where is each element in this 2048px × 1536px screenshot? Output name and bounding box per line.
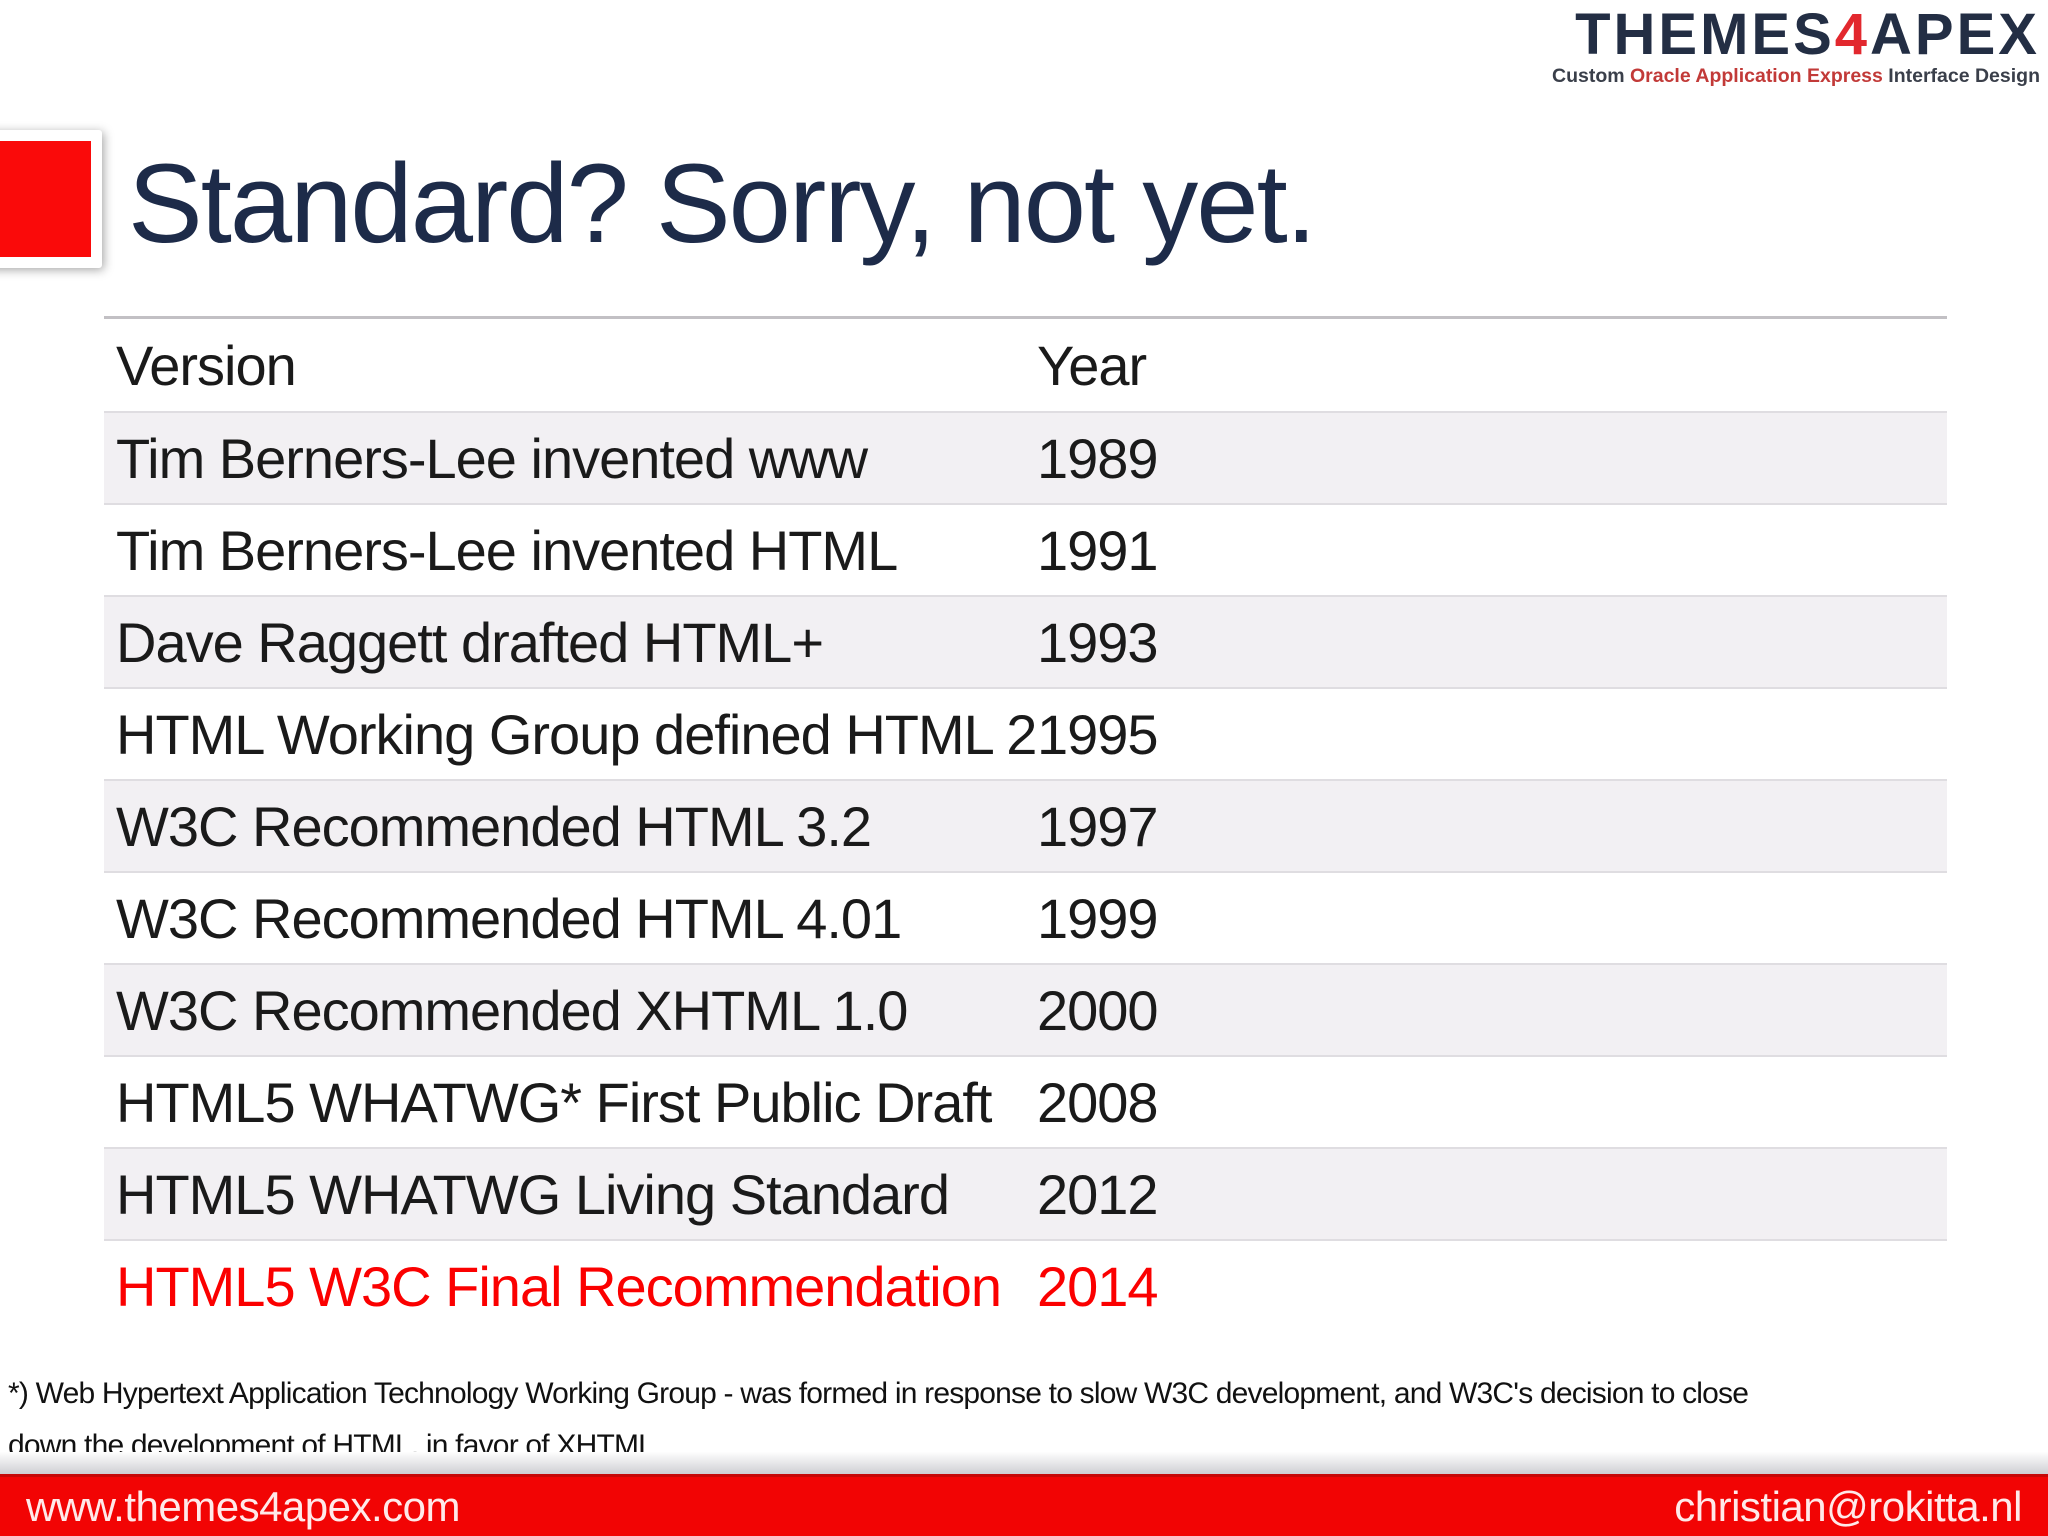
version-cell: HTML5 WHATWG* First Public Draft bbox=[116, 1070, 992, 1134]
page-title: Standard? Sorry, not yet. bbox=[128, 141, 1317, 266]
version-cell: HTML5 WHATWG Living Standard bbox=[116, 1162, 950, 1226]
version-cell: W3C Recommended HTML 4.01 bbox=[116, 886, 902, 950]
red-square-decoration bbox=[0, 130, 102, 268]
footer-email: christian@rokitta.nl bbox=[1674, 1482, 2022, 1530]
themes4apex-logo: THEMES4APEX Custom Oracle Application Ex… bbox=[1552, 6, 2040, 87]
footer-bevel-strip bbox=[0, 1452, 2048, 1474]
version-cell: Dave Raggett drafted HTML+ bbox=[116, 610, 824, 674]
logo-themes: THEMES bbox=[1575, 2, 1835, 67]
version-cell: W3C Recommended HTML 3.2 bbox=[116, 794, 872, 858]
whatwg-footnote: *) Web Hypertext Application Technology … bbox=[8, 1368, 1749, 1472]
table-row: Dave Raggett drafted HTML+ 1993 bbox=[104, 595, 1947, 687]
table-row: Tim Berners-Lee invented HTML 1991 bbox=[104, 503, 1947, 595]
footer-website: www.themes4apex.com bbox=[26, 1482, 461, 1530]
year-cell: 1995 bbox=[1037, 702, 1159, 766]
year-cell: 1991 bbox=[1037, 518, 1159, 582]
column-header-year: Year bbox=[1037, 333, 1147, 397]
year-cell: 1993 bbox=[1037, 610, 1159, 674]
logo-wordmark: THEMES4APEX bbox=[1552, 6, 2040, 64]
year-cell: 2014 bbox=[1037, 1254, 1159, 1318]
table-row: HTML5 WHATWG Living Standard 2012 bbox=[104, 1147, 1947, 1239]
logo-tagline: Custom Oracle Application Express Interf… bbox=[1551, 65, 2040, 87]
year-cell: 2000 bbox=[1037, 978, 1159, 1042]
logo-4: 4 bbox=[1834, 2, 1871, 67]
table-row: HTML5 WHATWG* First Public Draft 2008 bbox=[104, 1055, 1947, 1147]
tagline-interface-design: Interface Design bbox=[1882, 65, 2040, 87]
version-cell: W3C Recommended XHTML 1.0 bbox=[116, 978, 908, 1042]
year-cell: 1999 bbox=[1037, 886, 1159, 950]
version-cell: Tim Berners-Lee invented www bbox=[116, 426, 868, 490]
year-cell: 1997 bbox=[1037, 794, 1159, 858]
tagline-custom: Custom bbox=[1551, 65, 1630, 87]
year-cell: 2012 bbox=[1037, 1162, 1159, 1226]
year-cell: 1989 bbox=[1037, 426, 1159, 490]
table-row: Tim Berners-Lee invented www 1989 bbox=[104, 411, 1947, 503]
table-header-row: Version Year bbox=[104, 319, 1947, 411]
year-cell: 2008 bbox=[1037, 1070, 1159, 1134]
version-cell: HTML5 W3C Final Recommendation bbox=[116, 1254, 1002, 1318]
column-header-version: Version bbox=[116, 333, 297, 397]
html-history-table: Version Year Tim Berners-Lee invented ww… bbox=[104, 316, 1947, 1331]
table-body: Tim Berners-Lee invented www 1989 Tim Be… bbox=[104, 411, 1947, 1331]
table-row: HTML Working Group defined HTML 2.0 1995 bbox=[104, 687, 1947, 779]
table-row: W3C Recommended XHTML 1.0 2000 bbox=[104, 963, 1947, 1055]
tagline-oracle-apex: Oracle Application Express bbox=[1629, 65, 1883, 87]
footnote-line-1: *) Web Hypertext Application Technology … bbox=[8, 1377, 1749, 1410]
table-row: HTML5 W3C Final Recommendation 2014 bbox=[104, 1239, 1947, 1331]
version-cell: HTML Working Group defined HTML 2.0 bbox=[116, 702, 1037, 766]
logo-apex: APEX bbox=[1870, 2, 2040, 67]
version-cell: Tim Berners-Lee invented HTML bbox=[116, 518, 898, 582]
table-row: W3C Recommended HTML 4.01 1999 bbox=[104, 871, 1947, 963]
table-row: W3C Recommended HTML 3.2 1997 bbox=[104, 779, 1947, 871]
footer-bar: www.themes4apex.com christian@rokitta.nl bbox=[0, 1474, 2048, 1536]
